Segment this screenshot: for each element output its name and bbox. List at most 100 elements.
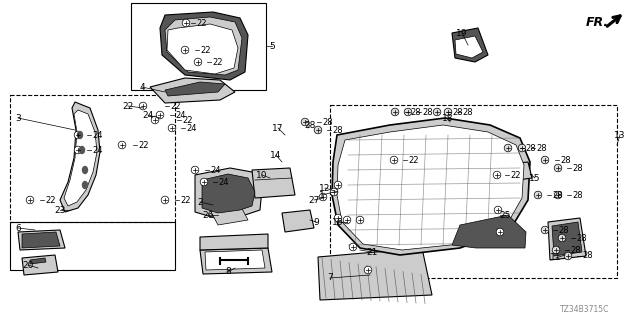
Circle shape — [356, 216, 364, 224]
Text: 18: 18 — [442, 114, 454, 123]
Text: 28: 28 — [304, 121, 316, 130]
Polygon shape — [150, 78, 235, 103]
Text: 3: 3 — [15, 114, 21, 123]
Text: 22: 22 — [510, 171, 520, 180]
Text: 19: 19 — [456, 28, 468, 37]
Circle shape — [314, 126, 322, 134]
Text: 28: 28 — [410, 108, 420, 116]
Text: 22: 22 — [200, 45, 211, 54]
Bar — [10, 222, 175, 270]
Polygon shape — [22, 255, 58, 275]
Circle shape — [390, 156, 398, 164]
Text: 15: 15 — [529, 173, 541, 182]
Circle shape — [334, 181, 342, 189]
Circle shape — [564, 252, 572, 260]
Polygon shape — [500, 162, 532, 182]
Text: 13: 13 — [614, 131, 626, 140]
Circle shape — [301, 118, 309, 126]
Circle shape — [194, 58, 202, 66]
Ellipse shape — [83, 166, 88, 173]
Text: 20: 20 — [22, 260, 34, 269]
Text: 24: 24 — [142, 110, 154, 119]
Text: 9: 9 — [313, 218, 319, 227]
Polygon shape — [165, 82, 225, 96]
Circle shape — [200, 178, 208, 186]
Text: 28: 28 — [452, 108, 463, 116]
Polygon shape — [318, 248, 432, 300]
Text: 10: 10 — [256, 171, 268, 180]
Ellipse shape — [77, 132, 83, 139]
Ellipse shape — [83, 181, 88, 188]
Polygon shape — [452, 28, 488, 62]
Circle shape — [554, 191, 562, 199]
Text: 28: 28 — [525, 143, 536, 153]
Text: FR.: FR. — [586, 15, 609, 28]
Text: 28: 28 — [582, 252, 593, 260]
Text: 5: 5 — [269, 42, 275, 51]
Circle shape — [404, 108, 412, 116]
Text: 28: 28 — [560, 156, 571, 164]
Circle shape — [504, 144, 512, 152]
Text: 26: 26 — [202, 211, 214, 220]
Polygon shape — [202, 174, 255, 213]
Polygon shape — [282, 210, 314, 232]
Text: 28: 28 — [570, 245, 580, 254]
Polygon shape — [252, 168, 295, 198]
Text: 16: 16 — [332, 218, 344, 227]
Text: 28: 28 — [322, 117, 333, 126]
Text: 28: 28 — [536, 143, 547, 153]
Ellipse shape — [79, 147, 84, 154]
Text: 24: 24 — [210, 165, 221, 174]
Text: 28: 28 — [552, 190, 563, 199]
Circle shape — [541, 226, 548, 234]
Text: 28: 28 — [332, 125, 342, 134]
Circle shape — [391, 108, 399, 116]
Polygon shape — [210, 205, 248, 225]
Circle shape — [493, 171, 501, 179]
Circle shape — [444, 108, 452, 116]
Polygon shape — [160, 12, 248, 80]
Circle shape — [74, 131, 82, 139]
Circle shape — [496, 228, 504, 236]
Circle shape — [140, 102, 147, 110]
Text: 24: 24 — [92, 131, 102, 140]
Bar — [330, 105, 617, 278]
Text: 17: 17 — [272, 124, 284, 132]
Polygon shape — [452, 215, 526, 248]
Circle shape — [118, 141, 126, 149]
Circle shape — [156, 111, 164, 119]
Circle shape — [364, 266, 372, 274]
Polygon shape — [22, 232, 60, 248]
Text: 22: 22 — [45, 196, 56, 204]
Text: 21: 21 — [366, 247, 378, 257]
Polygon shape — [64, 110, 97, 206]
Text: 28: 28 — [572, 164, 582, 172]
Circle shape — [181, 46, 189, 54]
Polygon shape — [205, 250, 265, 270]
Text: 24: 24 — [92, 146, 102, 155]
Text: 22: 22 — [180, 196, 191, 204]
Circle shape — [334, 214, 342, 222]
Circle shape — [319, 193, 327, 201]
Text: 22: 22 — [182, 116, 193, 124]
Text: 22: 22 — [408, 156, 419, 164]
Text: 11: 11 — [550, 253, 562, 262]
Text: 25: 25 — [499, 211, 511, 220]
Circle shape — [168, 124, 176, 132]
Circle shape — [494, 206, 502, 214]
Text: 22: 22 — [196, 19, 207, 28]
Text: 8: 8 — [225, 268, 231, 276]
Text: 24: 24 — [218, 178, 228, 187]
Text: 28: 28 — [462, 108, 472, 116]
Polygon shape — [18, 230, 65, 250]
Text: TZ34B3715C: TZ34B3715C — [560, 305, 609, 314]
Text: 12: 12 — [319, 183, 331, 193]
Text: 24: 24 — [175, 110, 186, 119]
Circle shape — [343, 216, 351, 224]
Text: 28: 28 — [422, 108, 433, 116]
Text: 27: 27 — [308, 196, 320, 204]
Circle shape — [552, 246, 560, 254]
Polygon shape — [548, 218, 586, 260]
Circle shape — [534, 191, 542, 199]
Circle shape — [518, 144, 526, 152]
